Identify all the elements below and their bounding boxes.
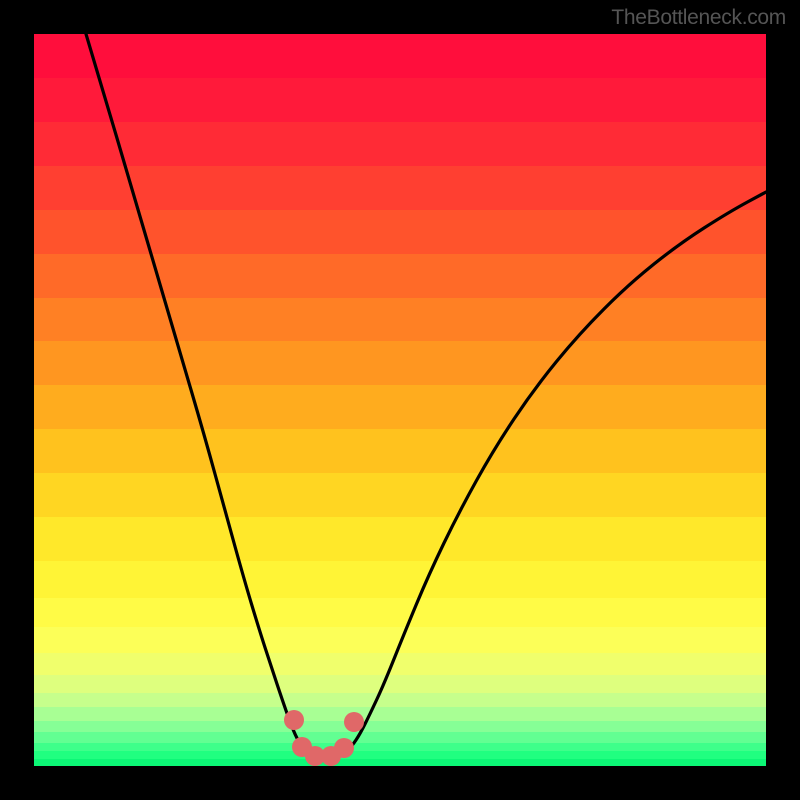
chart-plot-area [34, 34, 766, 766]
optimal-marker [334, 738, 354, 758]
watermark-text: TheBottleneck.com [611, 6, 786, 30]
curve-markers [34, 34, 766, 766]
optimal-marker [284, 710, 304, 730]
optimal-marker [344, 712, 364, 732]
